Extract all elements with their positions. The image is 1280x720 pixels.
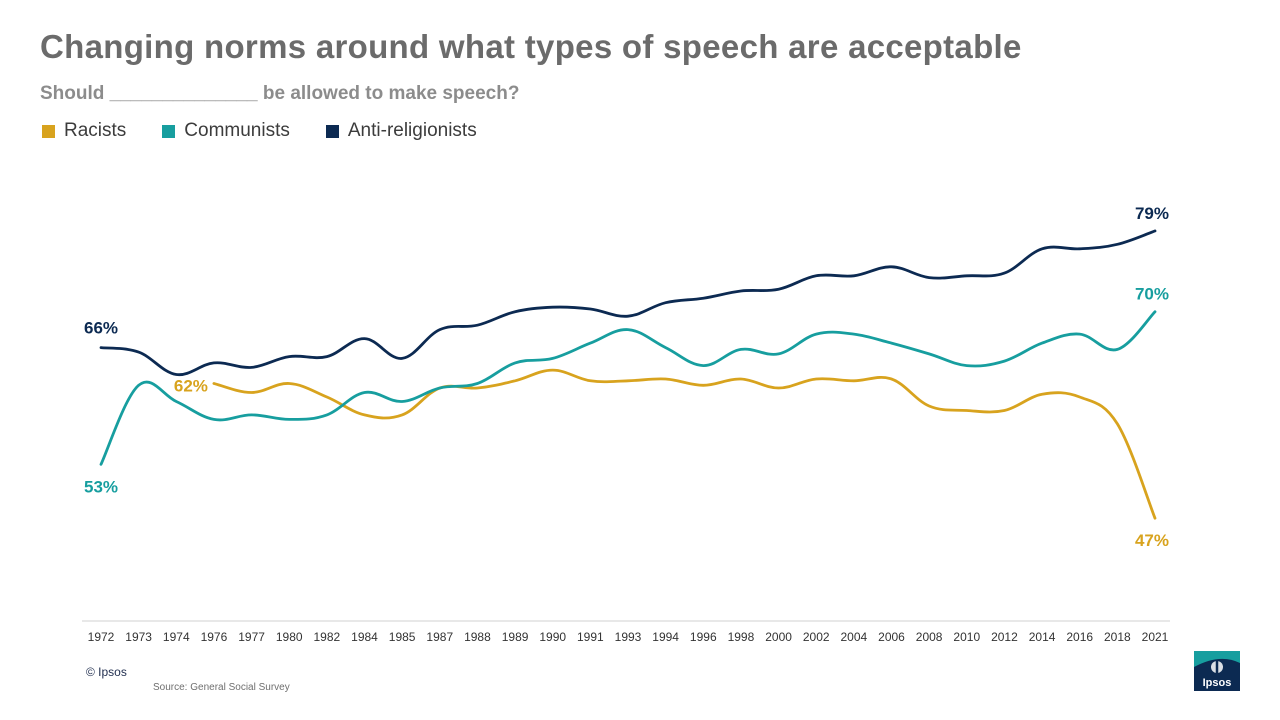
x-tick-label: 1989 — [502, 630, 529, 644]
x-tick-label: 2018 — [1104, 630, 1131, 644]
x-tick-label: 1991 — [577, 630, 604, 644]
end-label-racists: 47% — [1135, 531, 1169, 550]
legend-item-anti-religionists: Anti-religionists — [325, 120, 477, 142]
x-tick-label: 1984 — [351, 630, 378, 644]
x-tick-label: 1993 — [615, 630, 642, 644]
x-tick-label: 2000 — [765, 630, 792, 644]
source-text: Source: General Social Survey — [153, 682, 290, 693]
x-tick-label: 2004 — [841, 630, 868, 644]
x-tick-label: 2016 — [1066, 630, 1093, 644]
series-line-anti-religionists — [99, 229, 1157, 377]
x-tick-label: 1994 — [652, 630, 679, 644]
legend-label-communists: Communists — [184, 120, 290, 141]
x-tick-label: 2002 — [803, 630, 830, 644]
x-tick-label: 2010 — [953, 630, 980, 644]
x-tick-label: 1980 — [276, 630, 303, 644]
series-line-communists — [99, 310, 1157, 466]
chart-subtitle: Should ______________ be allowed to make… — [40, 83, 520, 104]
x-tick-label: 1985 — [389, 630, 416, 644]
x-tick-label: 2006 — [878, 630, 905, 644]
start-label-anti-religionists: 66% — [84, 319, 118, 338]
x-tick-label: 1974 — [163, 630, 190, 644]
end-label-anti-religionists: 79% — [1135, 204, 1169, 223]
start-label-racists: 62% — [174, 377, 208, 396]
ipsos-logo: Ipsos — [1194, 651, 1240, 691]
x-tick-label: 1982 — [314, 630, 341, 644]
legend-label-anti-religionists: Anti-religionists — [347, 120, 477, 141]
x-tick-label: 2014 — [1029, 630, 1056, 644]
x-tick-label: 2021 — [1142, 630, 1169, 644]
x-tick-label: 1988 — [464, 630, 491, 644]
start-label-communists: 53% — [84, 477, 118, 496]
logo-text: Ipsos — [1203, 677, 1232, 689]
x-tick-label: 1972 — [88, 630, 115, 644]
legend: Racists Communists Anti-religionists — [42, 119, 513, 143]
series-line-racists — [212, 368, 1157, 520]
x-tick-label: 1973 — [125, 630, 152, 644]
copyright-text: © Ipsos — [86, 665, 127, 679]
end-label-communists: 70% — [1135, 285, 1169, 304]
x-tick-label: 2012 — [991, 630, 1018, 644]
legend-swatch-anti-religionists — [325, 124, 339, 138]
x-tick-label: 1977 — [238, 630, 265, 644]
x-tick-label: 1990 — [539, 630, 566, 644]
legend-item-racists: Racists — [42, 120, 126, 142]
legend-label-racists: Racists — [64, 120, 127, 141]
legend-swatch-racists — [42, 124, 55, 138]
chart-title: Changing norms around what types of spee… — [40, 28, 1022, 65]
x-tick-label: 1996 — [690, 630, 717, 644]
x-tick-label: 1998 — [728, 630, 755, 644]
legend-item-communists: Communists — [162, 120, 290, 142]
x-tick-label: 1987 — [426, 630, 453, 644]
legend-swatch-communists — [162, 124, 176, 138]
x-tick-label: 2008 — [916, 630, 943, 644]
x-tick-label: 1976 — [201, 630, 228, 644]
